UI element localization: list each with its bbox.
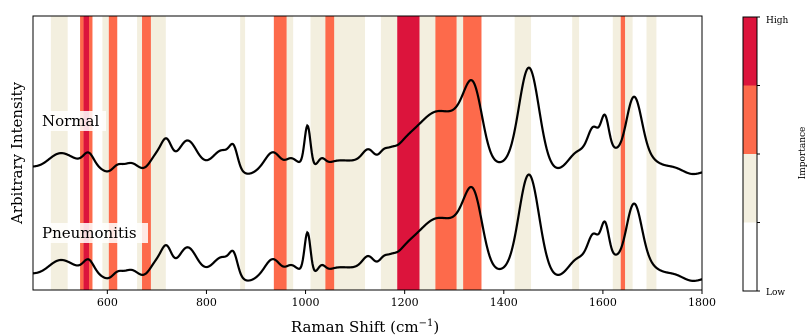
trace-labels: Normal Pneumonitis — [40, 111, 148, 243]
x-axis-ticks: 600 800 1000 1200 1400 1600 1800 — [97, 290, 716, 309]
colorbar-high-label: High — [766, 16, 788, 26]
importance-band-19 — [456, 16, 464, 290]
x-tick-label-1000: 1000 — [292, 296, 320, 309]
colorbar-low-label: Low — [766, 288, 785, 298]
importance-band-11 — [286, 16, 294, 290]
importance-band-10 — [273, 16, 287, 290]
trace-label-1: Pneumonitis — [42, 224, 137, 242]
importance-colorbar — [742, 16, 760, 292]
importance-band-6 — [137, 16, 143, 290]
importance-bands — [50, 16, 657, 290]
trace-label-box-1 — [40, 223, 148, 243]
importance-band-1 — [80, 16, 84, 290]
colorbar-segment-1 — [743, 154, 757, 223]
trace-normal — [32, 66, 703, 176]
importance-band-12 — [310, 16, 326, 290]
x-axis-label: Raman Shift (cm−1) — [291, 318, 439, 336]
importance-band-16 — [397, 16, 420, 290]
x-tick-label-1400: 1400 — [490, 296, 518, 309]
importance-band-20 — [463, 16, 482, 290]
trace-label-0: Normal — [42, 112, 99, 130]
colorbar-segment-2 — [743, 85, 757, 154]
colorbar-segment-3 — [743, 17, 757, 86]
importance-band-4 — [102, 16, 109, 290]
importance-band-25 — [625, 16, 633, 290]
importance-band-14 — [334, 16, 366, 290]
importance-band-17 — [419, 16, 436, 290]
importance-band-18 — [435, 16, 457, 290]
colorbar-title: Importance — [798, 127, 807, 180]
spectra-traces — [32, 66, 703, 282]
trace-label-box-0 — [40, 111, 106, 131]
plot-frame — [32, 15, 703, 291]
colorbar-segment-0 — [743, 222, 757, 291]
importance-band-21 — [514, 16, 532, 290]
importance-band-7 — [142, 16, 151, 290]
importance-band-8 — [150, 16, 166, 290]
importance-band-23 — [612, 16, 621, 290]
x-tick-label-1800: 1800 — [688, 296, 716, 309]
trace-pneumonitis — [32, 173, 703, 282]
x-tick-label-1200: 1200 — [391, 296, 419, 309]
importance-band-5 — [108, 16, 118, 290]
importance-band-13 — [325, 16, 335, 290]
x-tick-label-800: 800 — [196, 296, 217, 309]
x-tick-label-600: 600 — [97, 296, 118, 309]
importance-band-15 — [380, 16, 398, 290]
x-tick-label-1600: 1600 — [589, 296, 617, 309]
y-axis-label: Arbitrary Intensity — [8, 81, 26, 225]
importance-band-24 — [620, 16, 626, 290]
importance-band-9 — [240, 16, 246, 290]
